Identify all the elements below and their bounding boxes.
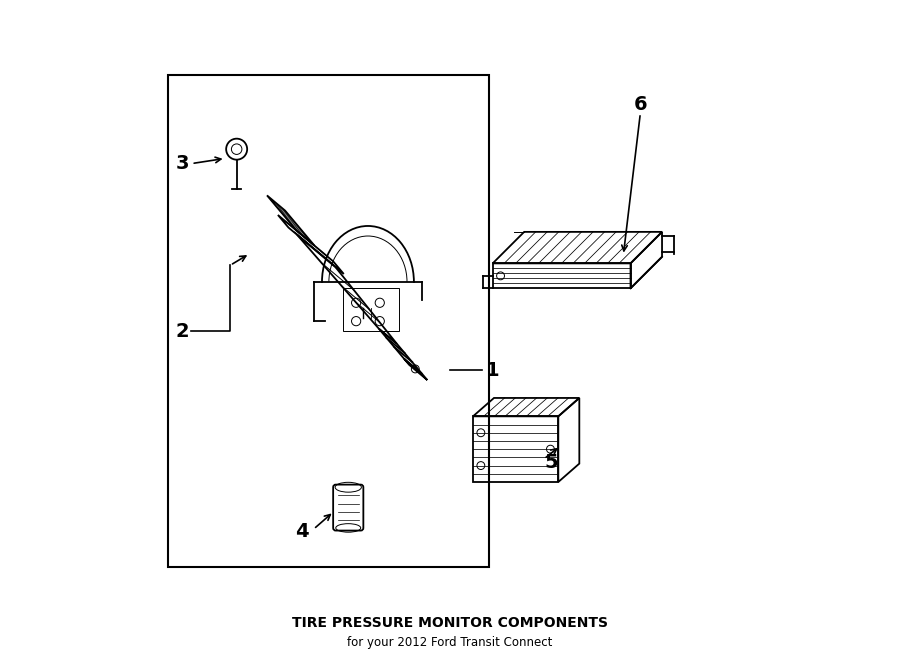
Text: 2: 2 (176, 322, 189, 340)
Bar (473, 416, 558, 482)
Text: TIRE PRESSURE MONITOR COMPONENTS: TIRE PRESSURE MONITOR COMPONENTS (292, 616, 608, 630)
Bar (492, 263, 631, 289)
Text: 3: 3 (176, 154, 189, 173)
Text: 1: 1 (486, 361, 500, 380)
Text: 4: 4 (295, 522, 309, 541)
Text: 5: 5 (544, 453, 559, 472)
Bar (167, 75, 490, 567)
Bar (343, 289, 399, 331)
Text: for your 2012 Ford Transit Connect: for your 2012 Ford Transit Connect (347, 636, 553, 649)
Text: 6: 6 (634, 95, 647, 114)
